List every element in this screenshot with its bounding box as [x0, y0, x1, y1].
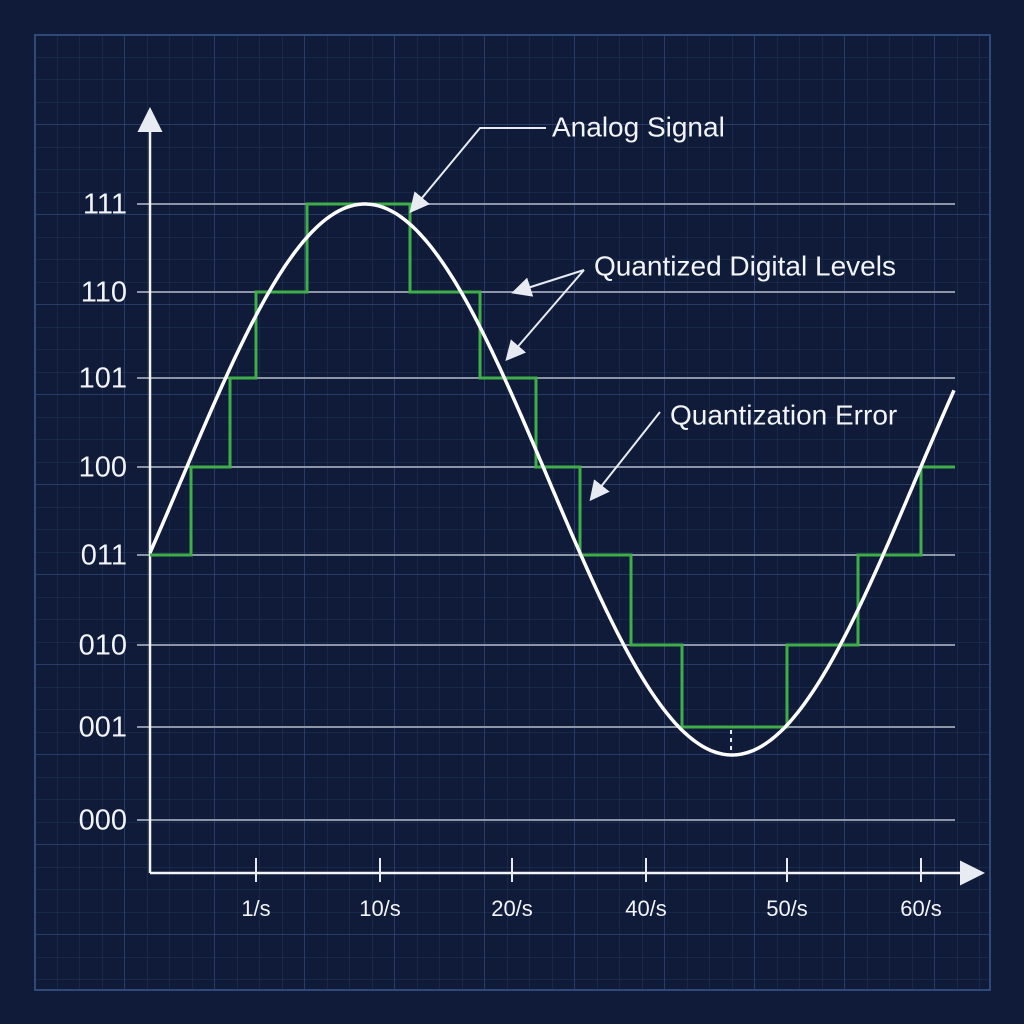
y-label: 101	[79, 363, 127, 395]
x-label: 40/s	[625, 896, 667, 921]
y-label: 110	[81, 277, 127, 309]
x-label: 60/s	[900, 896, 942, 921]
analog-signal	[148, 202, 956, 757]
y-label: 000	[79, 805, 127, 837]
major-grid	[34, 34, 991, 991]
annotations: Analog Signal Quantized Digital Levels Q…	[409, 111, 897, 502]
y-label: 111	[83, 189, 127, 221]
x-labels: 1/s 10/s 20/s 40/s 50/s 60/s	[241, 896, 941, 921]
x-label: 10/s	[359, 896, 401, 921]
annotation-arrow	[589, 411, 661, 502]
x-label: 50/s	[766, 896, 808, 921]
annotation: Analog Signal	[552, 111, 725, 142]
axes	[137, 107, 985, 886]
y-label: 100	[79, 452, 127, 484]
x-label: 1/s	[241, 896, 270, 921]
y-labels: 111 110 101 100 011 010 001 000	[79, 189, 127, 837]
annotation-arrow	[505, 269, 585, 362]
y-label: 011	[81, 540, 127, 572]
quantized-staircase	[150, 202, 955, 729]
annotation-arrow	[409, 127, 546, 214]
y-label: 001	[79, 712, 127, 744]
x-label: 20/s	[491, 896, 533, 921]
level-lines	[137, 203, 955, 821]
y-label: 010	[79, 630, 127, 662]
annotation-arrow	[511, 269, 585, 297]
annotation: Quantization Error	[670, 399, 897, 430]
annotation: Quantized Digital Levels	[594, 250, 896, 281]
